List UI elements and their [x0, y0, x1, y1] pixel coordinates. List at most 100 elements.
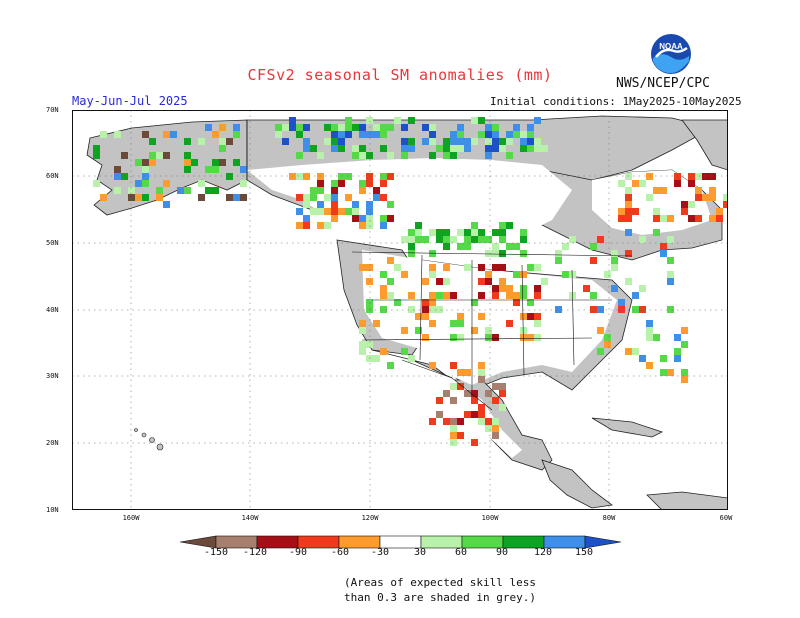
anomaly-cell [485, 124, 492, 131]
anomaly-cell [457, 131, 464, 138]
anomaly-cell [338, 124, 345, 131]
anomaly-cell [457, 432, 464, 439]
anomaly-cell [625, 215, 632, 222]
anomaly-cell [401, 124, 408, 131]
anomaly-cell [352, 152, 359, 159]
anomaly-cell [429, 152, 436, 159]
lon-label: 120W [361, 514, 379, 522]
anomaly-cell [352, 145, 359, 152]
anomaly-cell [485, 250, 492, 257]
anomaly-cell [380, 271, 387, 278]
anomaly-cell [625, 278, 632, 285]
anomaly-cell [660, 355, 667, 362]
anomaly-cell [639, 236, 646, 243]
anomaly-cell [198, 194, 205, 201]
anomaly-cell [310, 187, 317, 194]
anomaly-cell [590, 243, 597, 250]
anomaly-cell [562, 271, 569, 278]
anomaly-cell [142, 166, 149, 173]
anomaly-cell [394, 299, 401, 306]
anomaly-cell [520, 229, 527, 236]
anomaly-cell [352, 208, 359, 215]
anomaly-cell [513, 243, 520, 250]
anomaly-cell [485, 138, 492, 145]
anomaly-cell [478, 131, 485, 138]
anomaly-cell [674, 180, 681, 187]
anomaly-cell [184, 152, 191, 159]
anomaly-cell [359, 222, 366, 229]
anomaly-cell [184, 159, 191, 166]
anomaly-cell [233, 194, 240, 201]
anomaly-cell [499, 390, 506, 397]
anomaly-cell [653, 229, 660, 236]
anomaly-cell [149, 138, 156, 145]
anomaly-cell [240, 166, 247, 173]
anomaly-cell [625, 208, 632, 215]
anomaly-cell [296, 131, 303, 138]
anomaly-cell [534, 117, 541, 124]
anomaly-cell [422, 313, 429, 320]
anomaly-cell [408, 229, 415, 236]
anomaly-cell [296, 208, 303, 215]
anomaly-cell [429, 292, 436, 299]
anomaly-cell [457, 418, 464, 425]
lat-label: 30N [46, 372, 59, 380]
anomaly-cell [128, 187, 135, 194]
anomaly-cell [142, 180, 149, 187]
anomaly-cell [212, 131, 219, 138]
anomaly-cell [639, 285, 646, 292]
anomaly-cell [464, 390, 471, 397]
anomaly-cell [555, 306, 562, 313]
map-title: CFSv2 seasonal SM anomalies (mm) [247, 66, 553, 84]
anomaly-cell [387, 124, 394, 131]
anomaly-cell [366, 215, 373, 222]
anomaly-cell [338, 208, 345, 215]
anomaly-cell [296, 124, 303, 131]
anomaly-cell [485, 236, 492, 243]
anomaly-cell [359, 327, 366, 334]
anomaly-cell [492, 124, 499, 131]
anomaly-cell [709, 187, 716, 194]
initial-conditions-label: Initial conditions: 1May2025-10May2025 [490, 95, 742, 108]
anomaly-cell [450, 418, 457, 425]
anomaly-cell [408, 292, 415, 299]
anomaly-cell [506, 152, 513, 159]
colorbar-tick: -120 [242, 547, 268, 558]
anomaly-cell [534, 285, 541, 292]
anomaly-cell [142, 194, 149, 201]
anomaly-cell [464, 243, 471, 250]
lat-label: 20N [46, 439, 59, 447]
anomaly-cell [492, 383, 499, 390]
anomaly-cell [359, 145, 366, 152]
anomaly-cell [177, 187, 184, 194]
anomaly-cell [499, 264, 506, 271]
anomaly-cell [359, 131, 366, 138]
anomaly-cell [191, 159, 198, 166]
anomaly-cell [401, 271, 408, 278]
anomaly-cell [275, 131, 282, 138]
anomaly-cell [464, 229, 471, 236]
anomaly-cell [317, 152, 324, 159]
anomaly-cell [492, 250, 499, 257]
anomaly-cell [499, 236, 506, 243]
anomaly-cell [198, 180, 205, 187]
anomaly-cell [366, 208, 373, 215]
lon-label: 80W [602, 514, 616, 522]
anomaly-cell [520, 236, 527, 243]
anomaly-cell [513, 299, 520, 306]
anomaly-cell [464, 264, 471, 271]
anomaly-cell [485, 278, 492, 285]
anomaly-cell [478, 292, 485, 299]
anomaly-cell [373, 194, 380, 201]
anomaly-cell [142, 173, 149, 180]
anomaly-cell [492, 334, 499, 341]
lon-label: 60W [719, 514, 733, 522]
anomaly-cell [303, 201, 310, 208]
anomaly-cell [317, 187, 324, 194]
anomaly-cell [373, 320, 380, 327]
anomaly-cell [380, 194, 387, 201]
colorbar-tick: 60 [454, 547, 468, 558]
anomaly-cell [618, 306, 625, 313]
anomaly-cell [205, 187, 212, 194]
anomaly-cell [219, 145, 226, 152]
